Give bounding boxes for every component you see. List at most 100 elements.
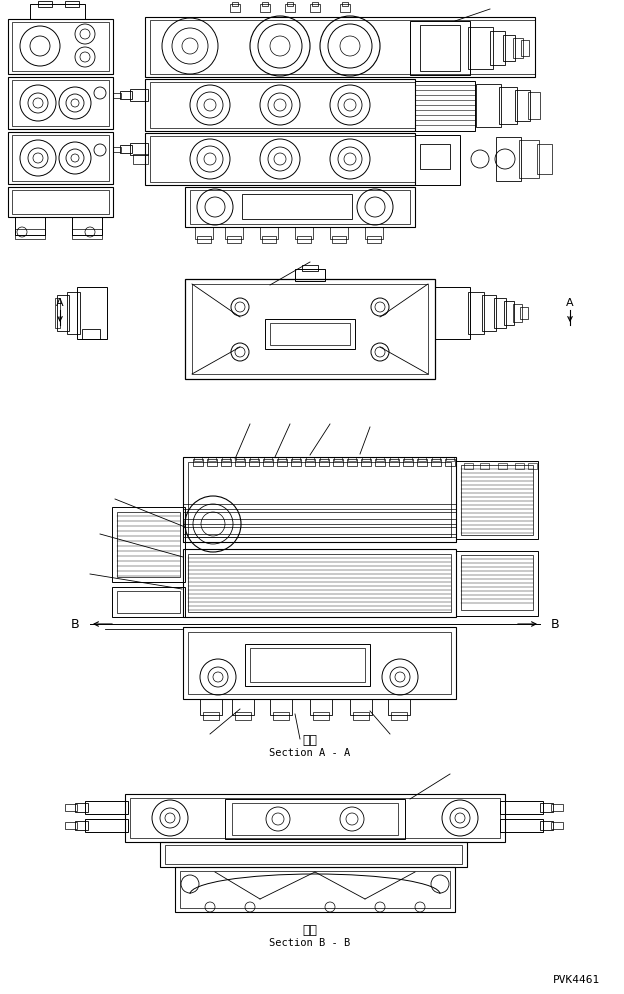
- Bar: [195, 228, 213, 240]
- Bar: [260, 5, 270, 13]
- Bar: [348, 457, 356, 461]
- Bar: [8, 20, 113, 75]
- Bar: [232, 3, 238, 7]
- Bar: [188, 555, 451, 612]
- Bar: [503, 36, 515, 62]
- Bar: [8, 78, 113, 130]
- Bar: [431, 459, 441, 466]
- Bar: [498, 463, 507, 469]
- Bar: [367, 237, 381, 244]
- Bar: [222, 457, 230, 461]
- Bar: [75, 803, 88, 812]
- Bar: [504, 302, 514, 326]
- Bar: [264, 457, 272, 461]
- Bar: [30, 5, 85, 20]
- Bar: [320, 457, 328, 461]
- Bar: [350, 700, 372, 716]
- Bar: [130, 144, 148, 156]
- Bar: [515, 90, 530, 122]
- Bar: [347, 459, 357, 466]
- Bar: [519, 141, 539, 179]
- Bar: [496, 138, 521, 182]
- Bar: [120, 91, 132, 100]
- Bar: [15, 230, 45, 240]
- Bar: [305, 459, 315, 466]
- Bar: [456, 552, 538, 616]
- Bar: [190, 191, 410, 225]
- Bar: [225, 799, 405, 839]
- Bar: [183, 550, 456, 617]
- Bar: [203, 713, 219, 721]
- Bar: [513, 39, 523, 59]
- Bar: [461, 556, 533, 610]
- Bar: [500, 801, 543, 814]
- Bar: [183, 627, 456, 700]
- Bar: [340, 5, 350, 13]
- Bar: [150, 21, 535, 75]
- Bar: [117, 513, 180, 578]
- Bar: [287, 3, 293, 7]
- Bar: [417, 459, 427, 466]
- Bar: [188, 632, 451, 694]
- Bar: [197, 237, 211, 244]
- Bar: [468, 28, 493, 70]
- Bar: [520, 308, 528, 320]
- Bar: [390, 457, 398, 461]
- Bar: [180, 871, 450, 909]
- Bar: [117, 591, 180, 613]
- Bar: [302, 265, 318, 271]
- Bar: [194, 457, 202, 461]
- Bar: [415, 82, 475, 132]
- Bar: [120, 146, 132, 154]
- Bar: [125, 794, 505, 842]
- Bar: [75, 821, 88, 830]
- Bar: [415, 136, 460, 186]
- Bar: [330, 228, 348, 240]
- Bar: [85, 819, 128, 832]
- Bar: [72, 218, 102, 236]
- Bar: [15, 218, 45, 236]
- Bar: [332, 237, 346, 244]
- Bar: [540, 803, 553, 812]
- Bar: [464, 463, 473, 469]
- Bar: [500, 819, 543, 832]
- Bar: [130, 798, 500, 838]
- Text: A: A: [566, 297, 574, 308]
- Bar: [456, 461, 538, 540]
- Text: B: B: [71, 618, 79, 631]
- Bar: [85, 801, 128, 814]
- Bar: [263, 459, 273, 466]
- Bar: [65, 822, 77, 829]
- Bar: [72, 230, 102, 240]
- Bar: [277, 459, 287, 466]
- Bar: [183, 520, 456, 528]
- Text: A: A: [56, 297, 64, 308]
- Bar: [65, 2, 79, 8]
- Bar: [404, 457, 412, 461]
- Bar: [480, 463, 489, 469]
- Bar: [461, 465, 533, 536]
- Bar: [8, 133, 113, 185]
- Bar: [113, 148, 121, 153]
- Bar: [435, 287, 470, 340]
- Bar: [150, 137, 415, 183]
- Bar: [150, 83, 415, 129]
- Bar: [273, 713, 289, 721]
- Bar: [365, 228, 383, 240]
- Bar: [260, 228, 278, 240]
- Bar: [57, 295, 69, 332]
- Bar: [242, 195, 352, 220]
- Bar: [112, 587, 185, 617]
- Bar: [133, 155, 148, 165]
- Bar: [388, 700, 410, 716]
- Bar: [418, 457, 426, 461]
- Bar: [185, 188, 415, 228]
- Bar: [225, 228, 243, 240]
- Bar: [333, 459, 343, 466]
- Text: PVK4461: PVK4461: [553, 974, 600, 984]
- Bar: [362, 457, 370, 461]
- Bar: [262, 237, 276, 244]
- Bar: [295, 228, 313, 240]
- Bar: [249, 459, 259, 466]
- Bar: [403, 459, 413, 466]
